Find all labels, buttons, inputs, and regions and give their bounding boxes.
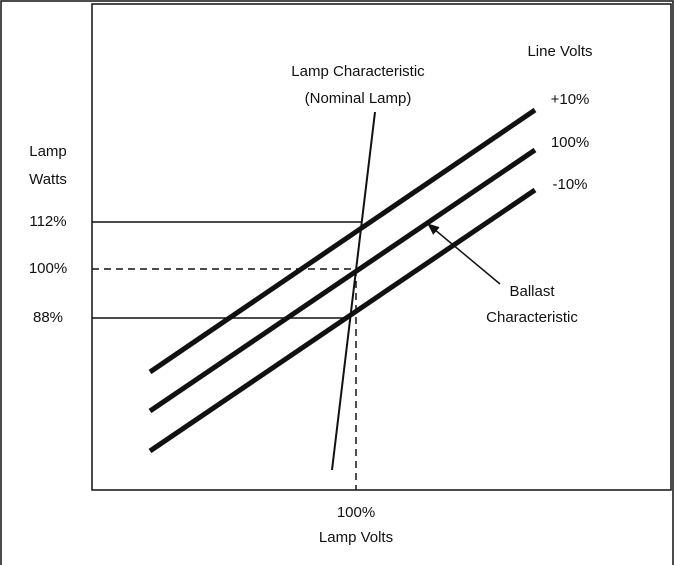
- y-level-label: 112%: [29, 213, 66, 230]
- curve-label: -10%: [552, 176, 587, 193]
- y-level-label: 100%: [29, 260, 67, 277]
- ballast-line-plus10: [148, 107, 537, 375]
- lamp-label: (Nominal Lamp): [305, 90, 412, 107]
- ballast-line-100: [148, 147, 537, 414]
- legend-title: Line Volts: [527, 43, 592, 60]
- ballast-label: Ballast: [509, 283, 555, 300]
- ballast-arrow: [427, 223, 501, 285]
- x-axis-label: Lamp Volts: [319, 529, 393, 546]
- y-axis-label: Lamp: [29, 143, 67, 160]
- y-axis-label: Watts: [29, 171, 67, 188]
- plot-frame: [91, 3, 672, 491]
- lamp-label: Lamp Characteristic: [291, 63, 425, 80]
- ballast-label: Characteristic: [486, 309, 578, 326]
- lamp-characteristic-line: [331, 111, 376, 471]
- ballast-line-minus10: [148, 187, 537, 454]
- x-level-label: 100%: [337, 504, 375, 521]
- y-level-label: 88%: [33, 309, 63, 326]
- curve-label: 100%: [551, 134, 589, 151]
- curve-label: +10%: [551, 91, 590, 108]
